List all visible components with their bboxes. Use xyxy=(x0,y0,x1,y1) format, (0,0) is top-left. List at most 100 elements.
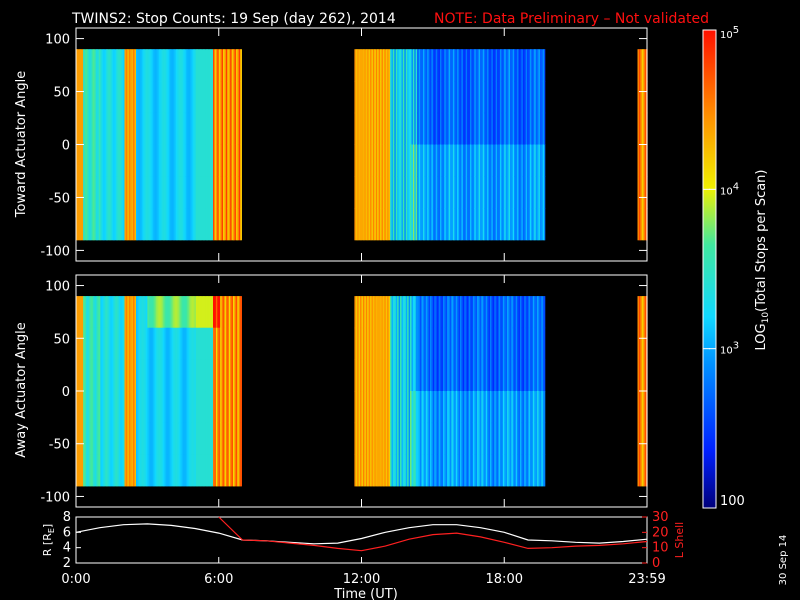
heatmap-cell xyxy=(163,359,166,392)
heatmap-cell xyxy=(360,176,363,209)
heatmap-cell xyxy=(76,144,78,177)
heatmap-cell xyxy=(527,112,530,145)
heatmap-cell xyxy=(153,81,156,114)
heatmap-cell xyxy=(478,327,481,360)
heatmap-cell xyxy=(83,422,86,455)
heatmap-cell xyxy=(130,359,133,392)
heatmap-cell xyxy=(137,422,140,455)
heatmap-cell xyxy=(183,49,186,82)
heatmap-cell xyxy=(205,391,208,424)
heatmap-cell xyxy=(471,176,474,209)
heatmap-cell xyxy=(414,359,417,392)
heatmap-cell xyxy=(638,391,641,424)
heatmap-cell xyxy=(158,81,161,114)
heatmap-cell xyxy=(427,422,430,455)
heatmap-cell xyxy=(417,359,420,392)
heatmap-cell xyxy=(477,391,480,424)
heatmap-cell xyxy=(481,81,484,114)
heatmap-cell xyxy=(93,81,96,114)
heatmap-cell xyxy=(514,49,517,82)
heatmap-cell xyxy=(477,208,480,241)
heatmap-cell xyxy=(535,144,538,177)
heatmap-cell xyxy=(108,81,111,114)
heatmap-cell xyxy=(478,296,481,329)
heatmap-cell xyxy=(644,81,647,114)
heatmap-cell xyxy=(144,81,147,114)
heatmap-cell xyxy=(408,144,411,177)
heatmap-cell xyxy=(364,391,367,424)
heatmap-cell xyxy=(101,359,104,392)
heatmap-cell xyxy=(415,327,418,360)
heatmap-cell xyxy=(435,208,438,241)
heatmap-cell xyxy=(180,49,183,82)
heatmap-cell xyxy=(121,112,124,145)
heatmap-cell xyxy=(140,208,143,241)
heatmap-cell xyxy=(197,454,200,487)
heatmap-cell xyxy=(218,391,221,424)
heatmap-cell xyxy=(517,208,520,241)
heatmap-cell xyxy=(644,176,647,209)
heatmap-cell xyxy=(485,359,488,392)
heatmap-cell xyxy=(404,49,407,82)
heatmap-cell xyxy=(178,327,181,360)
heatmap-cell xyxy=(357,49,360,82)
heatmap-cell xyxy=(121,49,124,82)
heatmap-cell xyxy=(110,422,113,455)
heatmap-cell xyxy=(163,454,166,487)
heatmap-cell xyxy=(520,359,522,392)
heatmap-cell xyxy=(77,176,80,209)
heatmap-cell xyxy=(518,144,521,177)
heatmap-cell xyxy=(532,359,535,392)
heatmap-cell xyxy=(532,81,535,114)
heatmap-cell xyxy=(237,454,240,487)
heatmap-cell xyxy=(123,81,126,114)
heatmap-cell xyxy=(188,208,191,241)
heatmap-cell xyxy=(511,81,514,114)
heatmap-cell xyxy=(87,391,90,424)
heatmap-cell xyxy=(531,296,534,329)
heatmap-cell xyxy=(502,49,505,82)
heatmap-cell xyxy=(76,208,78,241)
heatmap-cell xyxy=(641,176,644,209)
heatmap-cell xyxy=(173,176,176,209)
heatmap-cell xyxy=(360,391,363,424)
heatmap-cell xyxy=(77,144,80,177)
heatmap-cell xyxy=(197,359,200,392)
heatmap-cell xyxy=(415,391,418,424)
heatmap-cell xyxy=(88,296,91,329)
heatmap-cell xyxy=(500,176,502,209)
heatmap-cell xyxy=(422,422,425,455)
heatmap-cell xyxy=(378,81,381,114)
heatmap-cell xyxy=(462,176,465,209)
heatmap-cell xyxy=(412,176,415,209)
heatmap-cell xyxy=(415,454,418,487)
heatmap-cell xyxy=(500,296,502,329)
heatmap-cell xyxy=(492,208,495,241)
heatmap-cell xyxy=(153,112,156,145)
heatmap-cell xyxy=(442,49,445,82)
x-axis-label: Time (UT) xyxy=(333,587,398,600)
heatmap-cell xyxy=(138,422,141,455)
heatmap-cell xyxy=(421,112,424,145)
heatmap-cell xyxy=(495,49,498,82)
radial-distance-line xyxy=(75,523,648,545)
heatmap-cell xyxy=(452,208,455,241)
heatmap-cell xyxy=(210,359,213,392)
heatmap-cell xyxy=(452,391,455,424)
heatmap-cell xyxy=(487,391,490,424)
heatmap-cell xyxy=(422,144,425,177)
heatmap-cell xyxy=(384,208,387,241)
heatmap-cell xyxy=(171,391,174,424)
heatmap-cell xyxy=(155,49,158,82)
heatmap-cell xyxy=(643,391,646,424)
heatmap-cell xyxy=(420,49,422,82)
heatmap-cell xyxy=(498,454,501,487)
heatmap-cell xyxy=(478,49,481,82)
heatmap-cell xyxy=(495,296,498,329)
heatmap-cell xyxy=(370,81,373,114)
heatmap-cell xyxy=(491,208,494,241)
heatmap-cell xyxy=(184,208,187,241)
heatmap-cell xyxy=(147,112,150,145)
heatmap-cell xyxy=(367,176,370,209)
